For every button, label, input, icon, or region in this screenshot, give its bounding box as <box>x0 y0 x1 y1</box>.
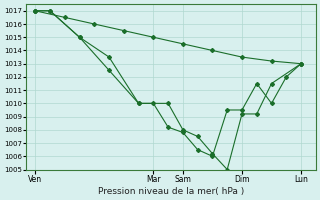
X-axis label: Pression niveau de la mer( hPa ): Pression niveau de la mer( hPa ) <box>98 187 244 196</box>
